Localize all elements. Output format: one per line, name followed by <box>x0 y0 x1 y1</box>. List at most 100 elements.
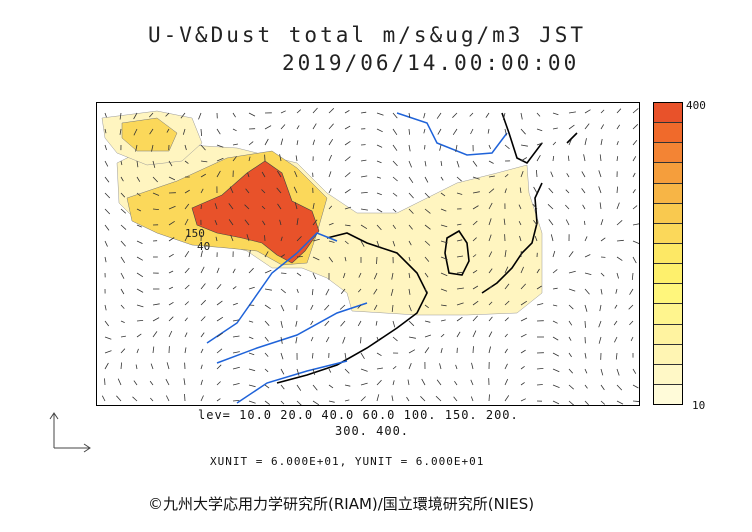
wind-arrow <box>200 160 208 163</box>
wind-arrow <box>120 272 125 279</box>
wind-arrow <box>504 188 507 194</box>
wind-arrow <box>232 383 240 386</box>
wind-arrow <box>232 286 237 290</box>
wind-arrow <box>136 348 139 354</box>
wind-arrow <box>552 141 557 146</box>
wind-arrow <box>598 336 602 344</box>
wind-arrow <box>248 384 256 388</box>
wind-arrow <box>216 144 224 148</box>
wind-arrow <box>296 109 302 114</box>
wind-arrow <box>295 320 298 327</box>
wind-arrow <box>132 396 138 402</box>
wind-arrow <box>248 286 255 290</box>
wind-arrow <box>296 236 302 242</box>
wind-arrow <box>456 176 462 182</box>
wind-arrow <box>216 157 224 162</box>
wind-arrow <box>616 220 623 226</box>
wind-arrow <box>456 223 462 226</box>
wind-arrow <box>328 240 335 243</box>
wind-arrow <box>533 219 538 226</box>
colorbar-min-label: 10 <box>692 399 706 412</box>
coastline-korea <box>444 229 470 276</box>
wind-arrow <box>168 253 174 258</box>
wind-arrow <box>248 141 254 146</box>
wind-arrow <box>376 240 380 248</box>
wind-arrow <box>599 154 602 162</box>
wind-arrow <box>392 224 397 230</box>
wind-arrow <box>600 288 603 295</box>
wind-arrow <box>149 380 154 386</box>
colorbar-segment <box>654 284 682 305</box>
wind-arrow <box>488 268 493 274</box>
wind-arrow <box>565 189 570 194</box>
wind-arrow <box>536 268 540 274</box>
wind-arrow <box>391 304 394 312</box>
wind-arrow <box>632 384 639 389</box>
coastline-japan <box>481 132 578 294</box>
wind-arrow <box>456 302 464 306</box>
wind-arrow <box>520 128 526 135</box>
dust-region-high <box>191 160 320 264</box>
wind-arrow <box>599 202 602 210</box>
wind-arrow <box>423 112 426 119</box>
wind-arrow <box>344 384 351 387</box>
wind-arrow <box>488 175 495 178</box>
wind-arrow <box>232 319 239 322</box>
wind-arrow <box>584 220 586 226</box>
wind-arrow <box>552 127 558 130</box>
wind-arrow <box>312 203 315 210</box>
wind-arrow <box>454 380 458 386</box>
colorbar-segment <box>654 103 682 124</box>
wind-arrow <box>360 368 368 372</box>
wind-arrow <box>248 336 254 340</box>
wind-arrow <box>229 186 234 194</box>
wind-arrow <box>456 331 461 338</box>
wind-arrow <box>276 187 282 194</box>
wind-arrow <box>104 240 108 247</box>
wind-arrow <box>600 219 604 226</box>
wind-arrow <box>136 240 143 244</box>
wind-arrow <box>376 224 382 231</box>
wind-arrow <box>472 330 477 338</box>
wind-arrow <box>280 304 285 312</box>
wind-arrow <box>439 363 442 370</box>
wind-arrow <box>312 123 317 130</box>
wind-arrow <box>472 285 479 290</box>
wind-arrow <box>440 208 447 212</box>
wind-arrow <box>408 144 411 152</box>
colorbar-segment <box>654 183 682 204</box>
wind-arrow <box>392 192 398 197</box>
wind-arrow <box>616 239 624 242</box>
wind-arrow <box>344 240 349 245</box>
wind-arrow <box>280 400 285 405</box>
wind-arrow <box>616 202 620 210</box>
wind-arrow <box>581 171 586 178</box>
wind-arrow <box>568 368 574 374</box>
wind-arrow <box>455 364 458 370</box>
wind-arrow <box>504 250 507 258</box>
wind-arrow <box>117 378 122 386</box>
wind-arrow <box>152 317 160 322</box>
wind-arrow <box>408 160 412 168</box>
wind-arrow <box>488 316 493 322</box>
river-south <box>236 360 348 404</box>
wind-arrow <box>344 206 352 210</box>
wind-arrow <box>216 348 223 354</box>
wind-arrow <box>360 159 367 162</box>
wind-arrow <box>216 398 221 402</box>
wind-arrow <box>453 396 458 402</box>
wind-arrow <box>264 125 272 130</box>
wind-arrow <box>136 304 144 308</box>
wind-arrow <box>262 220 266 226</box>
wind-arrow <box>470 128 474 135</box>
wind-arrow <box>232 302 238 306</box>
wind-arrow <box>168 286 174 290</box>
wind-arrow <box>376 112 384 116</box>
wind-arrow <box>310 304 314 310</box>
wind-arrow <box>120 240 126 247</box>
wind-arrow <box>408 288 411 295</box>
wind-arrow <box>406 396 410 402</box>
wind-arrow <box>552 155 555 162</box>
wind-arrow <box>216 170 221 178</box>
wind-arrow <box>152 176 158 183</box>
